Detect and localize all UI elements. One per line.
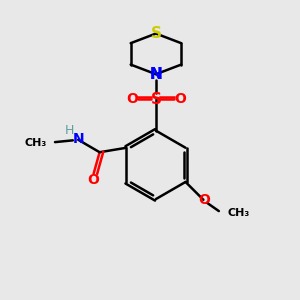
Text: O: O [174,92,186,106]
Text: S: S [150,26,161,41]
Text: N: N [150,67,162,82]
Text: N: N [150,67,162,82]
Text: CH₃: CH₃ [24,138,47,148]
Text: S: S [150,92,161,107]
Text: H: H [65,124,75,137]
Text: O: O [87,172,99,187]
Text: O: O [126,92,138,106]
Text: CH₃: CH₃ [227,208,249,218]
Text: N: N [72,132,84,146]
Text: O: O [198,194,210,207]
